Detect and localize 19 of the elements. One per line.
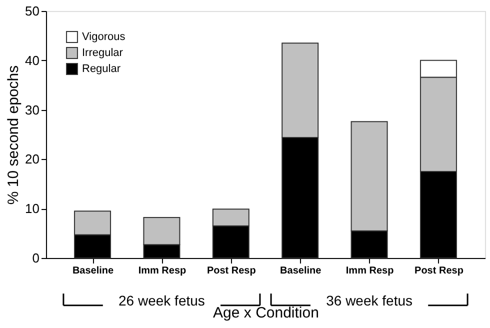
y-tick-label: 50 [25,4,40,18]
legend-label: Regular [82,63,121,75]
x-tick-label: Post Resp [206,266,256,276]
y-tick-label: 10 [25,201,40,216]
x-tick-label: Imm Resp [346,266,394,276]
text: 26 week fetus [118,292,205,308]
x-axis-title: Age x Condition [213,304,319,322]
x-tick-label: Post Resp [414,266,464,276]
y-tick-label: 40 [25,52,40,68]
legend-label: Vigorous [82,31,126,43]
x-tick-label: Baseline [280,266,322,276]
x-tick-label: Baseline [72,266,114,276]
legend-label: Irregular [82,47,124,59]
x-tick-label: Imm Resp [138,266,186,276]
y-axis-title: % 10 second epochs [5,65,22,205]
y-tick-label: 20 [25,152,40,167]
text: 36 week fetus [326,292,412,308]
y-tick-label: 30 [25,102,40,118]
y-tick-label: 0 [32,250,40,266]
